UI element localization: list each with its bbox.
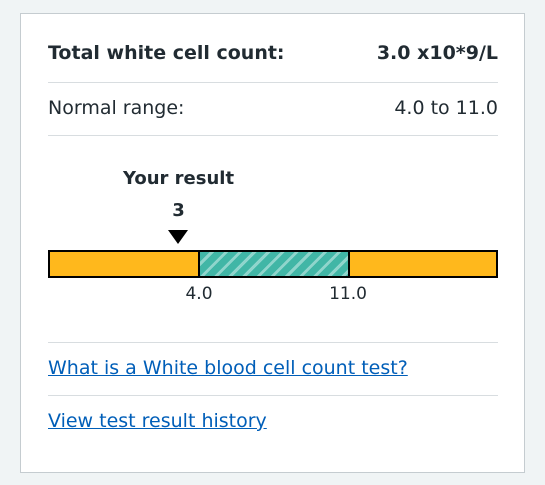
range-upper-tick-label: 11.0 (329, 284, 367, 304)
normal-range-label: Normal range: (48, 97, 185, 119)
range-bar-high-segment (350, 252, 496, 276)
your-result-value: 3 (172, 200, 185, 221)
your-result-label: Your result (122, 168, 235, 189)
divider (48, 82, 498, 83)
divider (48, 135, 498, 136)
divider (48, 395, 498, 396)
result-history-link[interactable]: View test result history (48, 410, 267, 432)
range-bar-low-segment (50, 252, 200, 276)
result-marker-arrow-icon (168, 230, 188, 244)
range-bar (48, 250, 498, 278)
normal-range-value: 4.0 to 11.0 (394, 97, 498, 119)
range-lower-tick-label: 4.0 (185, 284, 213, 304)
total-count-label: Total white cell count: (48, 42, 285, 64)
test-info-link[interactable]: What is a White blood cell count test? (48, 357, 408, 379)
normal-range-row: Normal range: 4.0 to 11.0 (48, 97, 498, 119)
divider (48, 342, 498, 343)
total-count-row: Total white cell count: 3.0 x10*9/L (48, 42, 498, 64)
total-count-value: 3.0 x10*9/L (376, 42, 498, 64)
range-bar-normal-segment (200, 252, 350, 276)
result-card: Total white cell count: 3.0 x10*9/L Norm… (20, 13, 525, 473)
